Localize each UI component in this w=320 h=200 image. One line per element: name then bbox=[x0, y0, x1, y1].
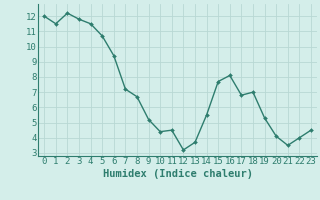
X-axis label: Humidex (Indice chaleur): Humidex (Indice chaleur) bbox=[103, 169, 252, 179]
